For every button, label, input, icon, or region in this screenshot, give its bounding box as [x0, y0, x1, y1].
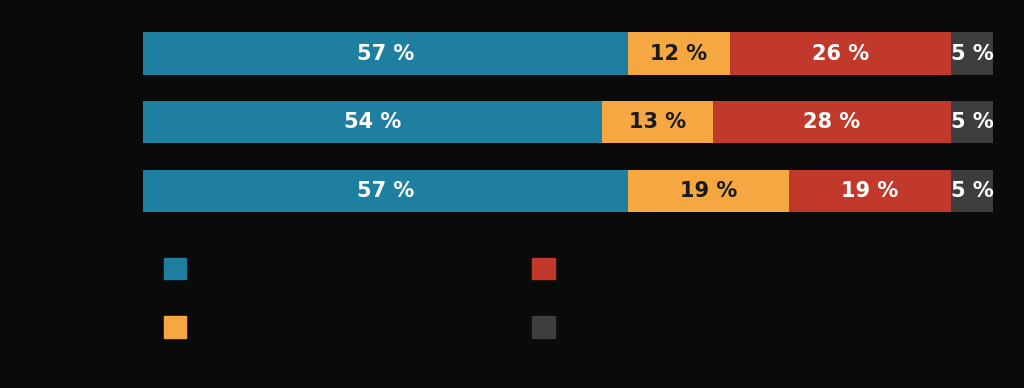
- Bar: [143, 170, 628, 212]
- Text: 19 %: 19 %: [842, 181, 899, 201]
- Bar: [730, 33, 950, 75]
- Bar: [143, 33, 628, 75]
- Bar: [143, 101, 602, 144]
- Bar: [628, 33, 730, 75]
- Text: 57 %: 57 %: [357, 44, 415, 64]
- Bar: [950, 170, 993, 212]
- Bar: [602, 101, 713, 144]
- Bar: [790, 170, 951, 212]
- Text: 54 %: 54 %: [344, 112, 401, 132]
- Text: 57 %: 57 %: [357, 181, 415, 201]
- Text: 5 %: 5 %: [950, 112, 993, 132]
- Bar: [713, 101, 951, 144]
- Bar: [950, 101, 993, 144]
- Bar: [628, 170, 790, 212]
- Text: 5 %: 5 %: [950, 181, 993, 201]
- Text: 26 %: 26 %: [812, 44, 868, 64]
- Text: 12 %: 12 %: [650, 44, 708, 64]
- Bar: [950, 33, 993, 75]
- Text: 5 %: 5 %: [950, 44, 993, 64]
- Text: 28 %: 28 %: [803, 112, 860, 132]
- Text: 13 %: 13 %: [629, 112, 686, 132]
- Text: 19 %: 19 %: [680, 181, 737, 201]
